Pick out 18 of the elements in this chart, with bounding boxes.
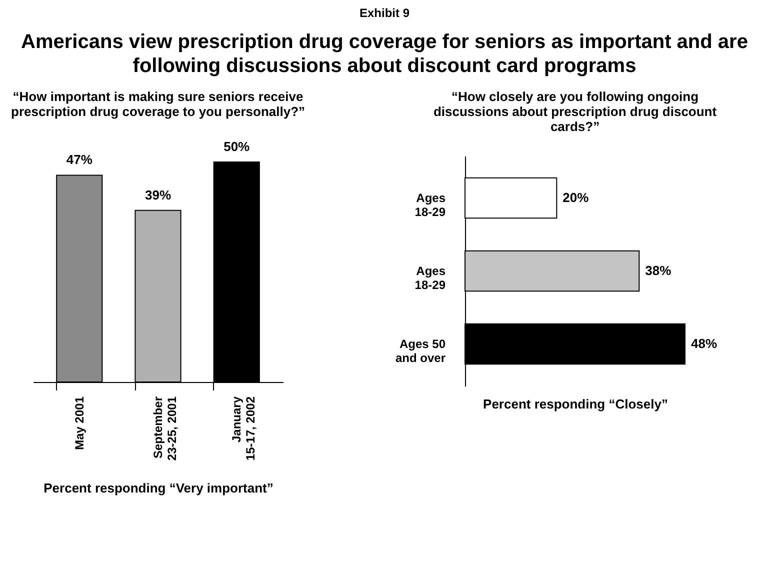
y-tick-label: Ages 50 and over <box>395 337 446 366</box>
data-label: 38% <box>645 263 672 278</box>
x-tick-label: January 15-17, 2002 <box>230 396 258 461</box>
chart-title: “How important is making sure seniors receive prescription drug coverage to you personally?” <box>10 89 306 119</box>
text: Exhibit 9 <box>358 6 410 20</box>
x-axis-title: Percent responding “Very important” <box>44 480 274 496</box>
data-label: 39% <box>144 187 172 202</box>
y-tick-label: Ages 18-29 <box>414 264 446 292</box>
x-axis-title: Percent responding “Closely” <box>483 396 668 412</box>
text: Americans view prescription drug coverage for seniors as important and are following discussions about discount card programs <box>20 30 749 78</box>
data-label: 47% <box>66 152 93 168</box>
data-label: 20% <box>562 190 590 205</box>
x-tick-label: May 2001 <box>72 396 86 450</box>
y-tick-label: Ages 18-29 <box>414 190 446 219</box>
x-tick-label: September 23-25, 2001 <box>151 396 179 461</box>
data-label: 50% <box>224 139 250 154</box>
data-label: 48% <box>691 336 718 352</box>
chart-title: “How closely are you following ongoing discussions about prescription drug discount cards?” <box>433 89 718 134</box>
